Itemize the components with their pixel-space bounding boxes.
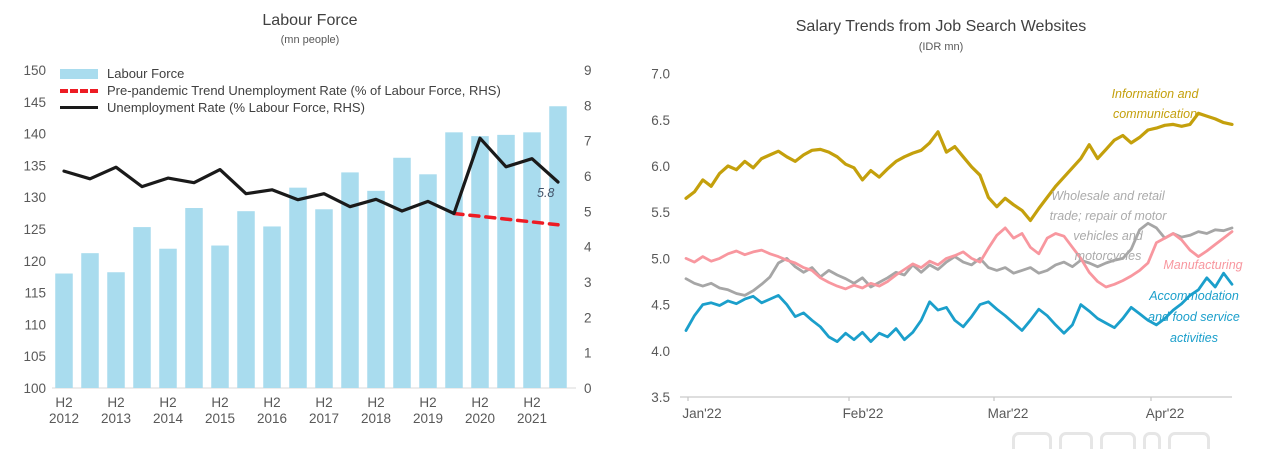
svg-text:2: 2	[584, 310, 592, 325]
left-chart-subtitle: (mn people)	[280, 34, 340, 46]
svg-text:Apr'22: Apr'22	[1146, 406, 1185, 421]
svg-text:150: 150	[23, 63, 46, 78]
legend-item-trend: Pre-pandemic Trend Unemployment Rate (% …	[60, 82, 501, 99]
svg-text:9: 9	[584, 63, 592, 78]
svg-text:8: 8	[584, 98, 592, 113]
svg-text:6.5: 6.5	[651, 113, 670, 128]
svg-text:4: 4	[584, 240, 592, 255]
svg-text:4.0: 4.0	[651, 344, 670, 359]
legend-item-labour-force: Labour Force	[60, 65, 501, 82]
svg-text:Mar'22: Mar'22	[988, 406, 1029, 421]
svg-text:3: 3	[584, 275, 592, 290]
labour-force-chart: Labour Force (mn people) 150 145 140 135 130…	[0, 0, 620, 449]
svg-text:100: 100	[23, 381, 46, 396]
legend-label: Labour Force	[107, 66, 185, 81]
watermark-glyph	[1168, 432, 1210, 449]
bar-swatch-icon	[60, 68, 100, 79]
svg-text:6: 6	[584, 169, 592, 184]
svg-text:125: 125	[23, 222, 46, 237]
watermark-glyph	[1059, 432, 1093, 449]
line-swatch-icon	[60, 106, 100, 109]
svg-text:145: 145	[23, 95, 46, 110]
series-label-manufacturing: Manufacturing	[1163, 258, 1243, 272]
labour-force-plot: 1501451401351301251201151101051009876543…	[23, 63, 592, 426]
svg-text:5.0: 5.0	[651, 251, 670, 266]
watermark-glyph	[1100, 432, 1136, 449]
svg-text:7: 7	[584, 134, 592, 149]
unemployment-last-value-label: 5.8	[537, 186, 555, 200]
series-label-information-communication: Information and communication	[1111, 87, 1199, 121]
watermark-glyph	[1143, 432, 1161, 449]
svg-text:3.5: 3.5	[651, 390, 670, 405]
right-chart-subtitle: (IDR mn)	[918, 41, 964, 53]
series-label-wholesale-retail: Wholesale and retail trade; repair of mo…	[1049, 189, 1167, 263]
dashed-line-swatch-icon	[60, 88, 100, 93]
left-chart-legend: Labour Force Pre-pandemic Trend Unemploy…	[60, 65, 501, 116]
watermark-cropped	[1012, 432, 1258, 449]
svg-text:5.5: 5.5	[651, 205, 670, 220]
svg-text:0: 0	[584, 381, 592, 396]
svg-text:115: 115	[24, 286, 46, 301]
svg-text:140: 140	[23, 127, 46, 142]
legend-label: Unemployment Rate (% Labour Force, RHS)	[107, 100, 365, 115]
svg-text:105: 105	[23, 349, 46, 364]
svg-text:120: 120	[23, 254, 46, 269]
watermark-glyph	[1012, 432, 1052, 449]
svg-text:130: 130	[23, 190, 46, 205]
series-label-accommodation: Accommodation and food service activitie…	[1148, 289, 1240, 345]
svg-text:6.0: 6.0	[651, 159, 670, 174]
legend-label: Pre-pandemic Trend Unemployment Rate (% …	[107, 83, 501, 98]
svg-text:7.0: 7.0	[651, 67, 670, 82]
legend-item-unemployment: Unemployment Rate (% Labour Force, RHS)	[60, 99, 501, 116]
right-chart-title: Salary Trends from Job Search Websites	[795, 18, 1087, 35]
svg-text:135: 135	[23, 158, 46, 173]
salary-trends-chart: Salary Trends from Job Search Websites (…	[620, 0, 1262, 449]
svg-text:Feb'22: Feb'22	[843, 406, 884, 421]
svg-text:110: 110	[24, 317, 46, 332]
svg-text:1: 1	[584, 346, 592, 361]
salary-trends-plot: 7.0 6.5 6.0 5.5 5.0 4.5 4.0 3.5 Jan'22 Feb'22 Mar'…	[651, 67, 1234, 421]
svg-text:5: 5	[584, 204, 592, 219]
svg-text:Jan'22: Jan'22	[682, 406, 721, 421]
left-chart-title: Labour Force	[262, 12, 358, 29]
svg-text:4.5: 4.5	[651, 298, 670, 313]
